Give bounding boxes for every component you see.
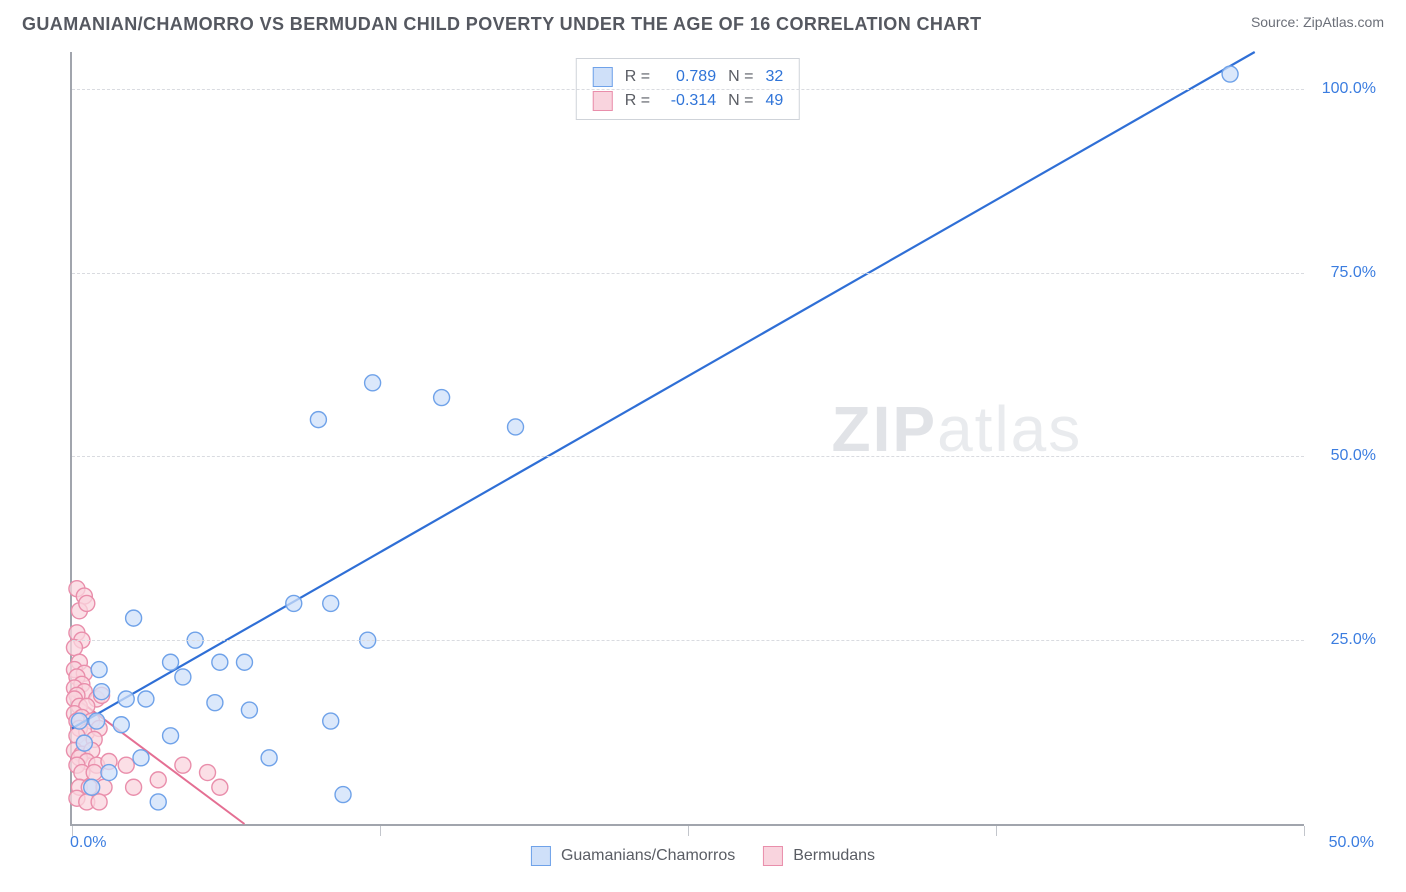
- data-point-blue: [138, 691, 154, 707]
- x-origin-label: 0.0%: [70, 834, 106, 852]
- source-name: ZipAtlas.com: [1303, 14, 1384, 30]
- data-point-blue: [261, 750, 277, 766]
- series-legend: Guamanians/Chamorros Bermudans: [531, 846, 875, 866]
- data-point-blue: [323, 713, 339, 729]
- data-point-pink: [118, 757, 134, 773]
- data-point-blue: [212, 654, 228, 670]
- data-point-blue: [508, 419, 524, 435]
- data-point-blue: [163, 728, 179, 744]
- data-point-blue: [113, 717, 129, 733]
- x-max-label: 50.0%: [1329, 834, 1374, 852]
- data-point-blue: [323, 595, 339, 611]
- data-point-pink: [91, 794, 107, 810]
- data-point-pink: [86, 765, 102, 781]
- data-point-blue: [434, 390, 450, 406]
- data-point-pink: [126, 779, 142, 795]
- data-point-pink: [150, 772, 166, 788]
- x-tick: [1304, 826, 1305, 836]
- data-point-blue: [175, 669, 191, 685]
- data-point-blue: [365, 375, 381, 391]
- gridline: [72, 456, 1304, 457]
- data-point-pink: [212, 779, 228, 795]
- data-point-blue: [118, 691, 134, 707]
- legend-label-pink: Bermudans: [793, 847, 875, 865]
- data-point-pink: [200, 765, 216, 781]
- data-point-blue: [236, 654, 252, 670]
- x-tick: [688, 826, 689, 836]
- data-point-blue: [241, 702, 257, 718]
- data-point-blue: [101, 765, 117, 781]
- gridline: [72, 640, 1304, 641]
- legend-label-blue: Guamanians/Chamorros: [561, 847, 735, 865]
- data-point-blue: [91, 662, 107, 678]
- data-point-pink: [66, 640, 82, 656]
- swatch-pink: [763, 846, 783, 866]
- data-point-blue: [335, 787, 351, 803]
- data-point-blue: [310, 412, 326, 428]
- x-tick: [996, 826, 997, 836]
- legend-item-blue: Guamanians/Chamorros: [531, 846, 735, 866]
- data-point-blue: [71, 713, 87, 729]
- gridline: [72, 89, 1304, 90]
- y-tick-label: 25.0%: [1331, 631, 1376, 649]
- y-tick-label: 100.0%: [1322, 80, 1376, 98]
- gridline: [72, 273, 1304, 274]
- swatch-blue: [531, 846, 551, 866]
- data-point-blue: [84, 779, 100, 795]
- chart-title: GUAMANIAN/CHAMORRO VS BERMUDAN CHILD POV…: [22, 14, 982, 35]
- scatter-svg: [72, 52, 1304, 824]
- data-point-blue: [163, 654, 179, 670]
- data-point-pink: [79, 595, 95, 611]
- plot-area: ZIPatlas R = 0.789 N = 32 R = -0.314 N =…: [70, 52, 1304, 826]
- legend-item-pink: Bermudans: [763, 846, 875, 866]
- data-point-blue: [207, 695, 223, 711]
- data-point-pink: [175, 757, 191, 773]
- data-point-blue: [89, 713, 105, 729]
- source-prefix: Source:: [1251, 14, 1303, 30]
- data-point-blue: [286, 595, 302, 611]
- chart-container: Child Poverty Under the Age of 16 ZIPatl…: [22, 44, 1384, 872]
- source-attribution: Source: ZipAtlas.com: [1251, 14, 1384, 30]
- y-tick-label: 50.0%: [1331, 447, 1376, 465]
- data-point-blue: [126, 610, 142, 626]
- x-tick: [380, 826, 381, 836]
- data-point-blue: [94, 684, 110, 700]
- data-point-blue: [150, 794, 166, 810]
- regression-line-blue: [72, 52, 1255, 728]
- data-point-blue: [1222, 66, 1238, 82]
- chart-header: GUAMANIAN/CHAMORRO VS BERMUDAN CHILD POV…: [0, 0, 1406, 39]
- y-tick-label: 75.0%: [1331, 264, 1376, 282]
- x-tick: [72, 826, 73, 836]
- data-point-blue: [133, 750, 149, 766]
- data-point-blue: [76, 735, 92, 751]
